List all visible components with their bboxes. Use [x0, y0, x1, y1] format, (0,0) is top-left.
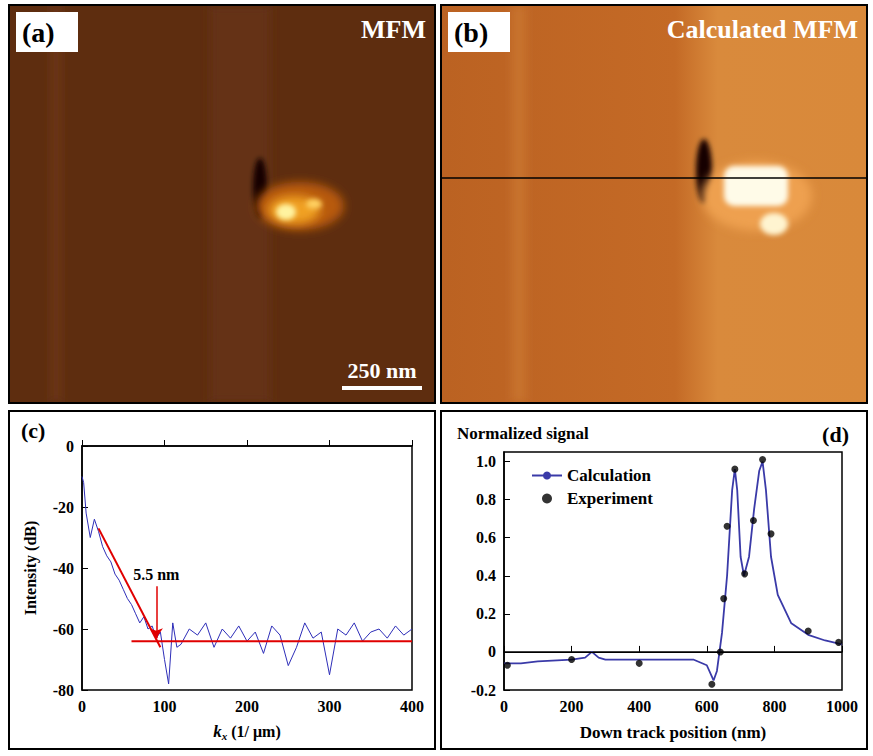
svg-text:-40: -40 — [53, 560, 74, 577]
html-text:kx: kx — [213, 722, 228, 742]
svg-text:800: 800 — [762, 698, 786, 715]
svg-text:-0.2: -0.2 — [471, 682, 496, 699]
svg-text:(b): (b) — [454, 17, 488, 48]
svg-text:Experiment: Experiment — [567, 489, 653, 508]
svg-text:-80: -80 — [53, 682, 74, 699]
svg-text:100: 100 — [153, 698, 177, 715]
svg-text:Calculated MFM: Calculated MFM — [667, 15, 858, 44]
svg-text:0: 0 — [488, 643, 496, 660]
svg-text:(1/ μm): (1/ μm) — [227, 723, 281, 741]
svg-text:0.6: 0.6 — [476, 529, 496, 546]
svg-text:Normalized signal: Normalized signal — [457, 424, 589, 443]
svg-text:(a): (a) — [22, 17, 55, 48]
svg-text:600: 600 — [695, 698, 719, 715]
svg-text:-20: -20 — [53, 499, 74, 516]
svg-text:Intensity (dB): Intensity (dB) — [22, 521, 40, 616]
svg-text:200: 200 — [560, 698, 584, 715]
svg-text:0: 0 — [78, 698, 86, 715]
svg-text:400: 400 — [400, 698, 424, 715]
svg-text:200: 200 — [235, 698, 259, 715]
svg-text:-60: -60 — [53, 621, 74, 638]
svg-text:0.2: 0.2 — [476, 605, 496, 622]
svg-text:400: 400 — [627, 698, 651, 715]
svg-text:0.4: 0.4 — [476, 567, 496, 584]
svg-text:(c): (c) — [21, 418, 45, 443]
svg-text:1.0: 1.0 — [476, 453, 496, 470]
svg-text:MFM: MFM — [361, 15, 426, 44]
svg-text:1000: 1000 — [826, 698, 858, 715]
svg-text:Calculation: Calculation — [567, 466, 652, 485]
svg-text:(d): (d) — [822, 422, 849, 447]
svg-text:0: 0 — [66, 438, 74, 455]
svg-text:Down track position (nm): Down track position (nm) — [580, 723, 767, 742]
svg-text:300: 300 — [318, 698, 342, 715]
svg-text:0.8: 0.8 — [476, 491, 496, 508]
svg-text:5.5 nm: 5.5 nm — [133, 566, 180, 583]
svg-text:0: 0 — [500, 698, 508, 715]
svg-text:250 nm: 250 nm — [347, 358, 416, 383]
